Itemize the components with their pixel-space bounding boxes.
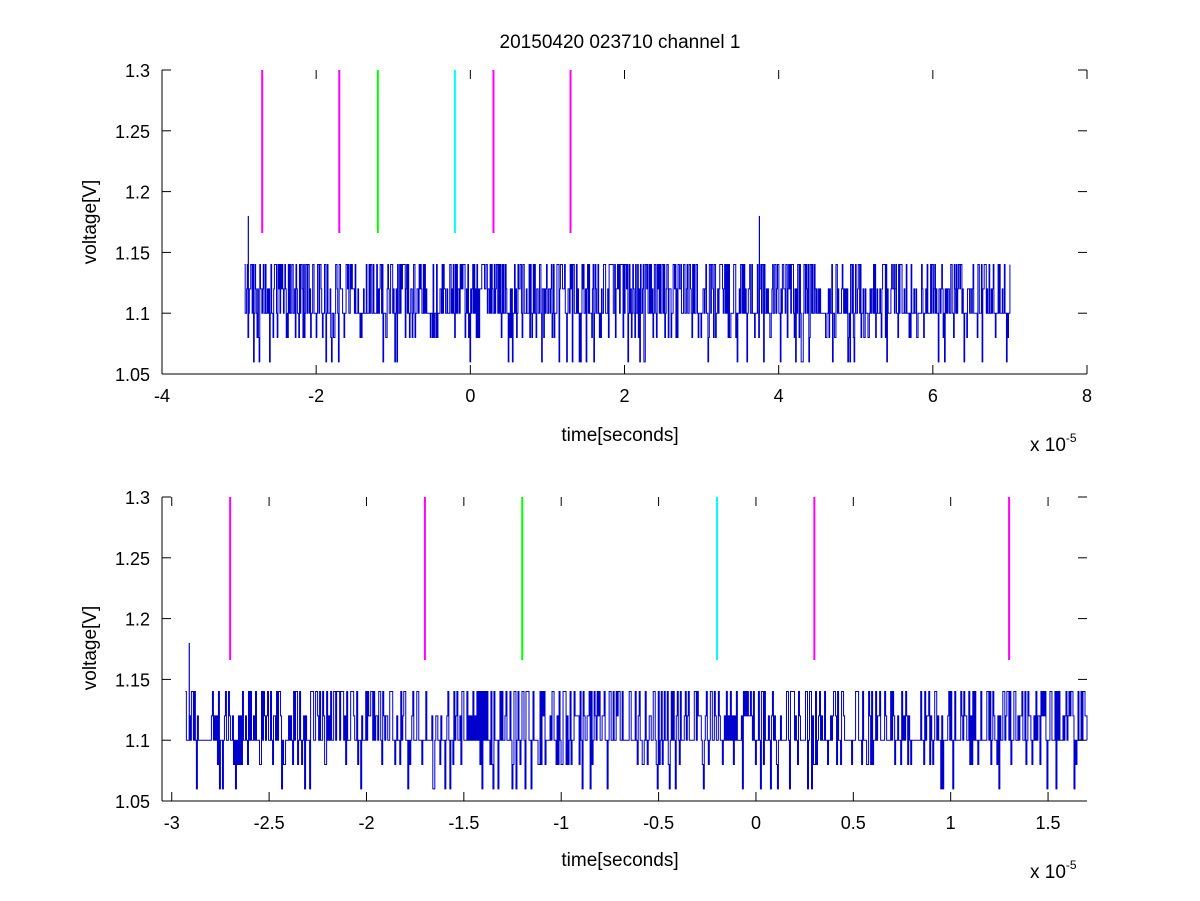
y-tick-label: 1.15 xyxy=(115,243,150,263)
y-axis-label: voltage[V] xyxy=(80,606,101,691)
x-tick-label: 0.5 xyxy=(841,813,866,833)
chart-bottom: -3 -2.5 -2 -1.5 -1 -0.5 0 0.5 1 1.5 1.05 1.1 1.15 1.2… xyxy=(80,488,1088,883)
x-tick-label: -1.5 xyxy=(448,813,479,833)
x-tick-label: -2 xyxy=(358,813,374,833)
y-tick-label: 1.2 xyxy=(125,183,150,203)
x-tick-label: 0 xyxy=(465,386,475,406)
y-axis-label: voltage[V] xyxy=(80,180,101,265)
x-exponent-label: x 10-5 xyxy=(1030,431,1077,456)
plot-area: -3 -2.5 -2 -1.5 -1 -0.5 0 0.5 1 1.5 1.05 1.1 1.15 1.2… xyxy=(115,488,1088,833)
x-tick-label: -1 xyxy=(553,813,569,833)
x-axis-label: time[seconds] xyxy=(561,425,678,446)
y-tick-label: 1.25 xyxy=(115,122,150,142)
x-tick-label: -3 xyxy=(164,813,180,833)
x-tick-label: 2 xyxy=(619,386,629,406)
voltage-trace xyxy=(244,264,1011,363)
voltage-trace xyxy=(185,691,1088,790)
y-tick-label: 1.3 xyxy=(125,488,150,508)
x-axis-label: time[seconds] xyxy=(561,850,678,871)
x-tick-label: 8 xyxy=(1082,386,1092,406)
chart-top: 20150420 023710 channel 1 -4 -2 0 2 4 6 8 1.05 1… xyxy=(80,32,1092,456)
x-tick-label: -2 xyxy=(308,386,324,406)
y-tick-label: 1.05 xyxy=(115,792,150,812)
x-tick-label: 6 xyxy=(928,386,938,406)
x-tick-label: -4 xyxy=(154,386,170,406)
plot-area: -4 -2 0 2 4 6 8 1.05 1.1 1.15 1.2 1.25 1.3 xyxy=(115,61,1092,406)
y-tick-label: 1.1 xyxy=(125,731,150,751)
y-tick-label: 1.25 xyxy=(115,549,150,569)
y-tick-label: 1.2 xyxy=(125,610,150,630)
chart-title: 20150420 023710 channel 1 xyxy=(500,32,741,53)
y-tick-label: 1.05 xyxy=(115,365,150,385)
x-tick-label: 1.5 xyxy=(1036,813,1061,833)
x-tick-label: -2.5 xyxy=(254,813,285,833)
x-tick-label: -0.5 xyxy=(643,813,674,833)
x-exponent-label: x 10-5 xyxy=(1030,858,1077,883)
y-tick-label: 1.15 xyxy=(115,670,150,690)
y-tick-label: 1.3 xyxy=(125,61,150,81)
x-tick-label: 0 xyxy=(751,813,761,833)
x-tick-label: 4 xyxy=(774,386,784,406)
x-tick-label: 1 xyxy=(946,813,956,833)
y-tick-label: 1.1 xyxy=(125,304,150,324)
